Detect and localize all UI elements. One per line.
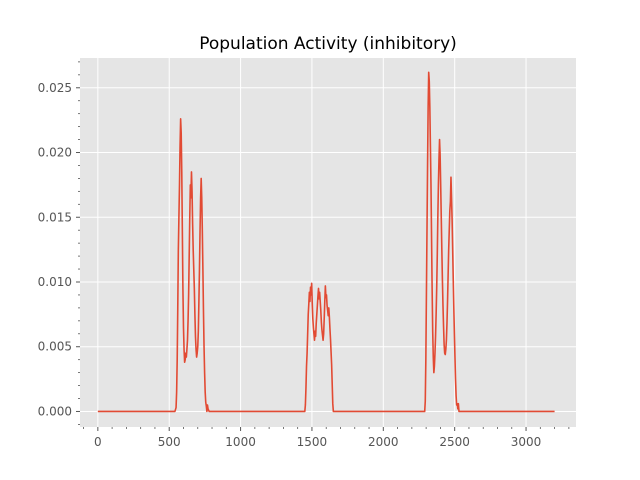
x-axis: 0 500 1000 1500 2000 2500 3000 xyxy=(94,427,541,449)
y-tick-label: 0.025 xyxy=(38,81,72,95)
x-tick-label: 2500 xyxy=(439,435,470,449)
x-tick-label: 2000 xyxy=(368,435,399,449)
x-tick-label: 0 xyxy=(94,435,102,449)
x-tick-label: 1000 xyxy=(225,435,256,449)
y-tick-label: 0.010 xyxy=(38,275,72,289)
y-tick-label: 0.015 xyxy=(38,210,72,224)
plot-area xyxy=(80,58,576,427)
x-tick-label: 1500 xyxy=(297,435,328,449)
y-axis: 0.000 0.005 0.010 0.015 0.020 0.025 xyxy=(38,81,80,418)
series-line xyxy=(97,71,555,413)
minor-ticks xyxy=(78,61,570,429)
y-tick-label: 0.005 xyxy=(38,340,72,354)
y-tick-label: 0.000 xyxy=(38,404,72,418)
y-tick-label: 0.020 xyxy=(38,146,72,160)
chart-title: Population Activity (inhibitory) xyxy=(199,34,457,54)
x-tick-label: 3000 xyxy=(511,435,542,449)
x-tick-label: 500 xyxy=(158,435,181,449)
